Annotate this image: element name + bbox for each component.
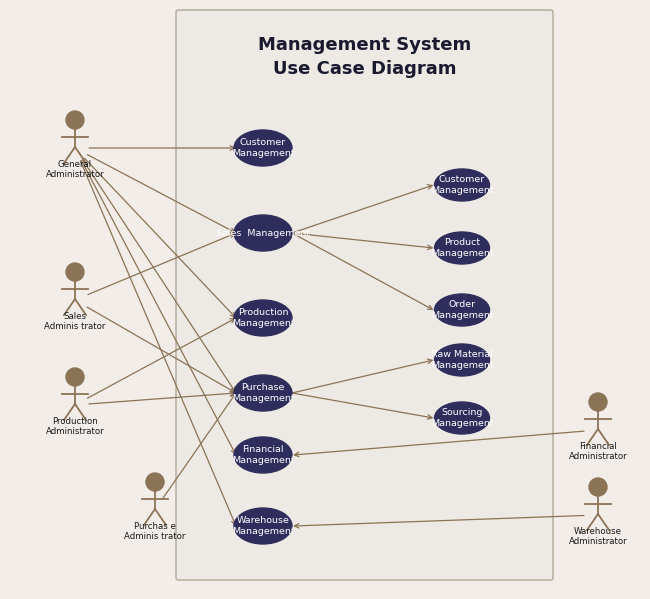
Ellipse shape (434, 169, 489, 201)
Text: Production
Management: Production Management (231, 308, 294, 328)
Ellipse shape (234, 130, 292, 166)
Ellipse shape (434, 294, 489, 326)
Ellipse shape (234, 508, 292, 544)
Circle shape (589, 478, 607, 496)
Text: General
Administrator: General Administrator (46, 160, 104, 179)
Text: Purchas e
Adminis trator: Purchas e Adminis trator (124, 522, 186, 541)
Circle shape (66, 111, 84, 129)
Circle shape (66, 368, 84, 386)
Circle shape (66, 263, 84, 281)
Ellipse shape (234, 300, 292, 336)
Text: Management System
Use Case Diagram: Management System Use Case Diagram (258, 35, 471, 78)
Text: Order
Management: Order Management (431, 300, 493, 320)
Text: Customer
Management: Customer Management (431, 175, 493, 195)
Text: Warehouse
Administrator: Warehouse Administrator (569, 527, 627, 546)
Text: Product
Management: Product Management (431, 238, 493, 258)
Text: Customer
Management: Customer Management (231, 138, 294, 158)
Text: Purchase
Management: Purchase Management (231, 383, 294, 403)
Text: Sales
Adminis trator: Sales Adminis trator (44, 312, 106, 331)
Ellipse shape (234, 375, 292, 411)
Ellipse shape (434, 402, 489, 434)
FancyBboxPatch shape (176, 10, 553, 580)
Text: Sales  Management: Sales Management (216, 228, 310, 237)
Text: Financial
Management: Financial Management (231, 445, 294, 465)
Text: Warehouse
Management: Warehouse Management (231, 516, 294, 536)
Ellipse shape (434, 232, 489, 264)
Text: Production
Administrator: Production Administrator (46, 417, 104, 437)
Circle shape (146, 473, 164, 491)
Ellipse shape (234, 215, 292, 251)
Text: Raw Material
Management: Raw Material Management (431, 350, 493, 370)
Text: Sourcing
Management: Sourcing Management (431, 408, 493, 428)
Ellipse shape (434, 344, 489, 376)
Ellipse shape (234, 437, 292, 473)
Circle shape (589, 393, 607, 411)
Text: Financial
Administrator: Financial Administrator (569, 442, 627, 461)
